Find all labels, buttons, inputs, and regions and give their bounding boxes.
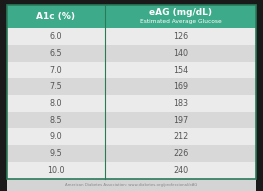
Text: 169: 169 [173, 82, 188, 91]
Bar [105, 162, 256, 179]
Text: 140: 140 [173, 49, 188, 58]
Bar [7, 162, 105, 179]
Text: 10.0: 10.0 [47, 166, 65, 175]
Bar [105, 112, 256, 129]
Text: 8.0: 8.0 [50, 99, 62, 108]
Text: eAG (mg/dL): eAG (mg/dL) [149, 8, 212, 18]
Text: 9.0: 9.0 [49, 132, 62, 141]
Text: 8.5: 8.5 [49, 116, 62, 125]
Text: 183: 183 [173, 99, 188, 108]
Bar [105, 62, 256, 78]
Text: 6.0: 6.0 [50, 32, 62, 41]
Bar [7, 95, 105, 112]
Bar [7, 179, 256, 191]
Text: A1c (%): A1c (%) [36, 12, 75, 21]
Text: 9.5: 9.5 [49, 149, 62, 158]
Text: American Diabetes Association: www.diabetes.org/professional/eAG: American Diabetes Association: www.diabe… [65, 183, 198, 187]
Bar [7, 78, 105, 95]
Text: 240: 240 [173, 166, 188, 175]
Bar [7, 5, 256, 28]
Text: 6.5: 6.5 [49, 49, 62, 58]
Bar [7, 28, 105, 45]
Bar [105, 95, 256, 112]
Text: 212: 212 [173, 132, 188, 141]
Bar [7, 62, 105, 78]
Bar [7, 45, 105, 62]
Text: Estimated Average Glucose: Estimated Average Glucose [140, 19, 222, 24]
Text: 7.5: 7.5 [49, 82, 62, 91]
Text: 154: 154 [173, 66, 188, 74]
Bar [7, 145, 105, 162]
Bar [105, 45, 256, 62]
Bar [7, 112, 105, 129]
Text: 226: 226 [173, 149, 188, 158]
Bar [105, 145, 256, 162]
Bar [105, 129, 256, 145]
Bar [7, 129, 105, 145]
Bar [105, 78, 256, 95]
Text: 7.0: 7.0 [49, 66, 62, 74]
Text: 197: 197 [173, 116, 188, 125]
Text: 126: 126 [173, 32, 188, 41]
Bar [105, 28, 256, 45]
